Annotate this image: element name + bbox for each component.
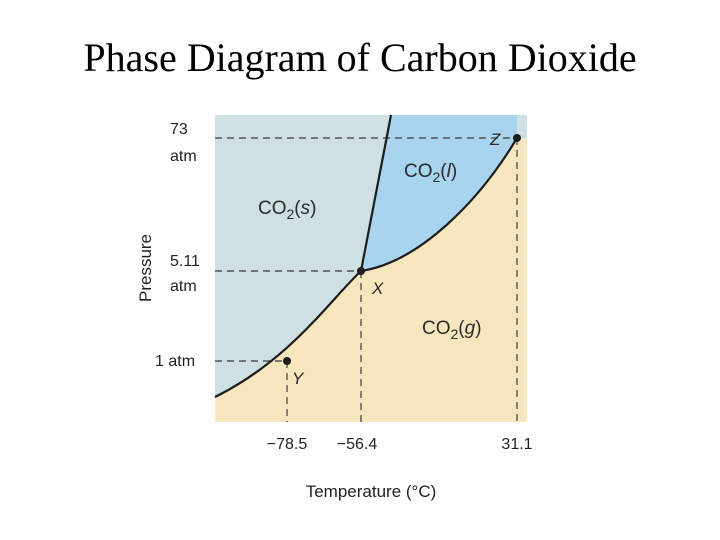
xtick-minus785: −78.5: [267, 436, 308, 453]
ytick-73-line1: 73: [170, 121, 188, 138]
vaporization-curve: [360, 137, 518, 273]
point-y-label: Y: [292, 369, 305, 388]
ytick-1atm: 1 atm: [155, 353, 195, 370]
point-y: [283, 357, 291, 365]
sublimation-curve: [214, 270, 362, 398]
y-axis-label: Pressure: [136, 234, 155, 302]
gas-region-label: CO2(g): [422, 318, 482, 342]
xtick-311: 31.1: [501, 436, 532, 453]
point-z-label: Z: [489, 130, 501, 149]
liquid-region: [361, 115, 527, 271]
reference-lines: [215, 137, 518, 422]
page-title: Phase Diagram of Carbon Dioxide: [83, 35, 637, 80]
point-z: [513, 134, 521, 142]
ytick-511-line2: atm: [170, 278, 197, 295]
point-x-label: X: [371, 279, 384, 298]
point-x: [357, 267, 365, 275]
ytick-73-line2: atm: [170, 148, 197, 165]
liquid-region-label: CO2(l): [404, 161, 457, 185]
solid-region: [215, 115, 391, 397]
ytick-511-line1: 5.11: [170, 253, 200, 270]
x-axis-label: Temperature (°C): [306, 482, 437, 501]
solid-region-label: CO2(s): [258, 198, 316, 222]
xtick-minus564: −56.4: [337, 436, 378, 453]
melting-curve: [359, 114, 393, 272]
